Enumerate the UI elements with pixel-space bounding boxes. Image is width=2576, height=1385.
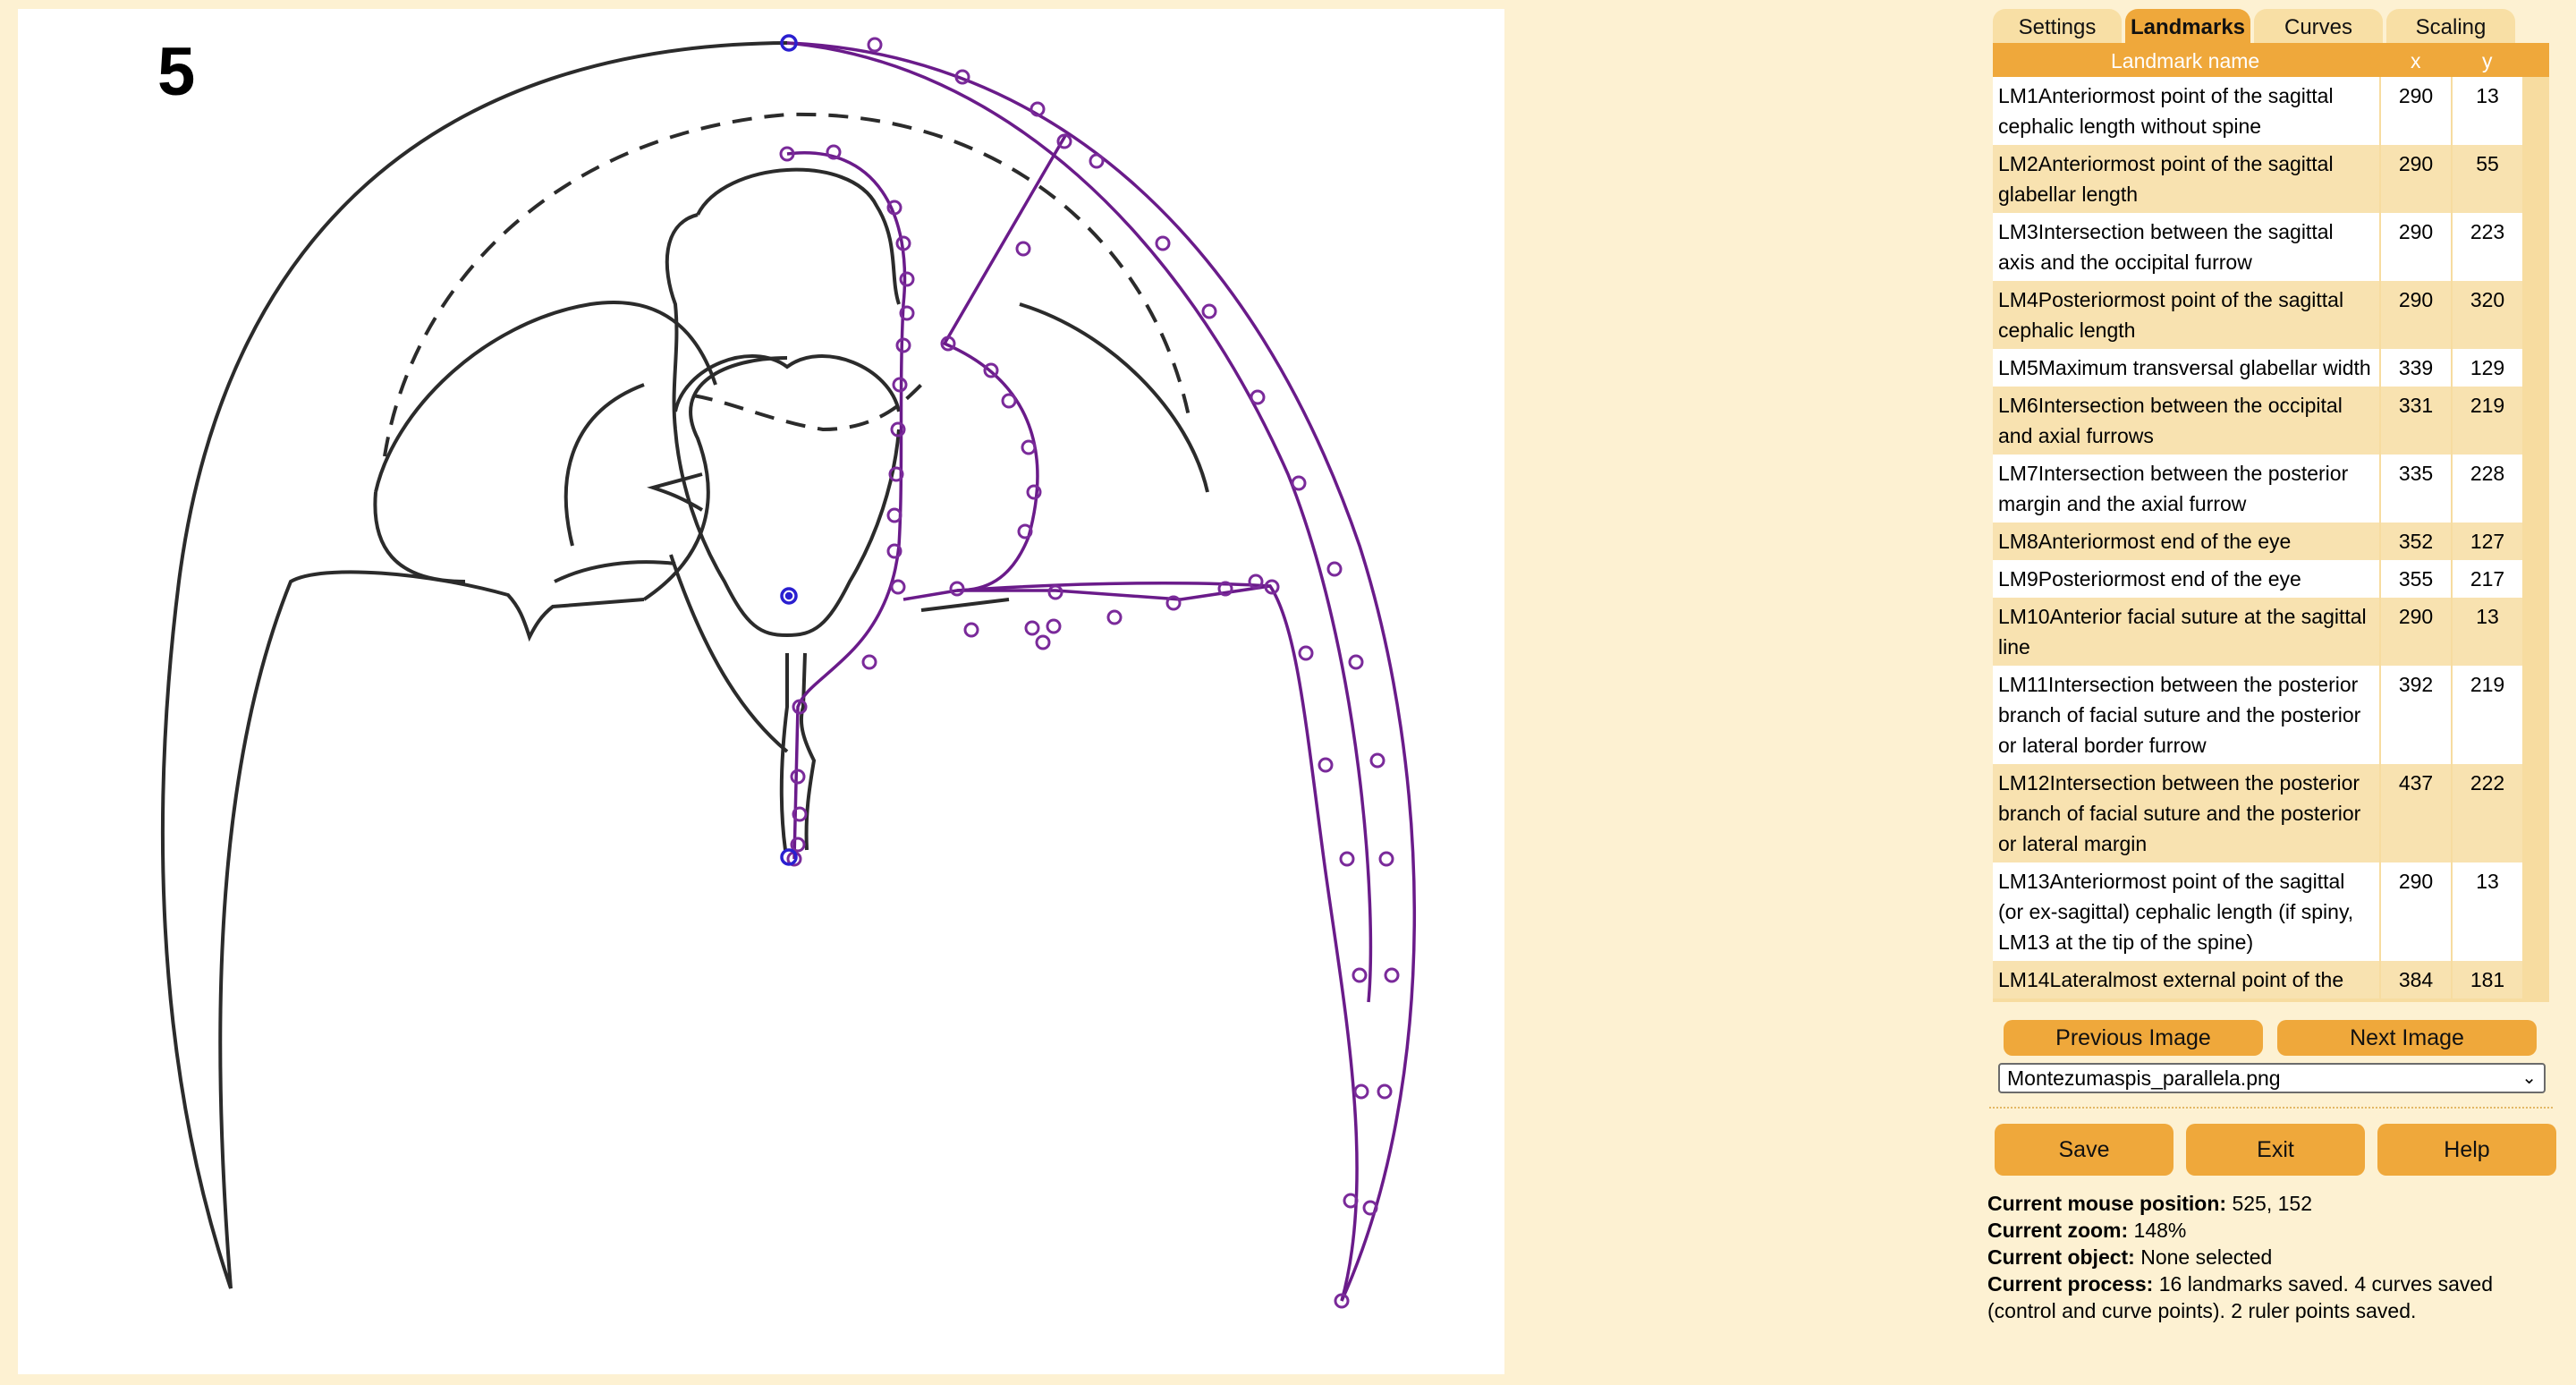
curve-posterior-border xyxy=(902,581,1271,601)
landmark-name-cell: LM6Intersection between the occipital an… xyxy=(1993,387,2379,455)
landmark-y-cell[interactable]: 219 xyxy=(2451,387,2522,455)
specimen-outline xyxy=(160,41,1209,1289)
table-scrollbar[interactable] xyxy=(2533,77,2549,1002)
table-row[interactable]: LM10Anterior facial suture at the sagitt… xyxy=(1993,598,2529,666)
image-canvas[interactable]: 5 xyxy=(18,9,1504,1374)
table-row[interactable]: LM11Intersection between the posterior b… xyxy=(1993,666,2529,764)
landmark-name-cell: LM3Intersection between the sagittal axi… xyxy=(1993,213,2379,281)
table-row[interactable]: LM8Anteriormost end of the eye 352 127 xyxy=(1993,523,2529,560)
object-line: Current object: None selected xyxy=(1987,1245,2273,1269)
landmark-name-cell: LM7Intersection between the posterior ma… xyxy=(1993,455,2379,523)
table-row[interactable]: LM4Posteriormost point of the sagittal c… xyxy=(1993,281,2529,349)
tab-settings[interactable]: Settings xyxy=(1993,9,2122,43)
landmark-name-cell: LM12Intersection between the posterior b… xyxy=(1993,764,2379,862)
mouse-position-line: Current mouse position: 525, 152 xyxy=(1987,1192,2312,1215)
landmark-x-cell[interactable]: 290 xyxy=(2379,213,2451,281)
save-button[interactable]: Save xyxy=(1995,1124,2174,1176)
tab-landmarks[interactable]: Landmarks xyxy=(2125,9,2250,43)
landmark-y-cell[interactable]: 13 xyxy=(2451,862,2522,961)
landmark-name-cell: LM14Lateralmost external point of the xyxy=(1993,961,2379,998)
trilobite-drawing[interactable]: 5 xyxy=(18,9,1504,1374)
landmark-y-cell[interactable]: 320 xyxy=(2451,281,2522,349)
landmark-x-cell[interactable]: 290 xyxy=(2379,281,2451,349)
curve-facial-suture xyxy=(942,133,1359,1302)
landmark-x-cell[interactable]: 331 xyxy=(2379,387,2451,455)
landmark-x-cell[interactable]: 437 xyxy=(2379,764,2451,862)
traced-curves xyxy=(786,41,1416,1302)
landmark-x-cell[interactable]: 290 xyxy=(2379,77,2451,145)
dashed-suture xyxy=(383,112,1191,457)
image-file-select[interactable]: Montezumaspis_parallela.png ⌄ xyxy=(1998,1063,2546,1093)
table-row[interactable]: LM9Posteriormost end of the eye 355 217 xyxy=(1993,560,2529,598)
landmark-x-cell[interactable]: 384 xyxy=(2379,961,2451,998)
tab-curves[interactable]: Curves xyxy=(2254,9,2383,43)
landmark-y-cell[interactable]: 217 xyxy=(2451,560,2522,598)
table-row[interactable]: LM14Lateralmost external point of the 384… xyxy=(1993,961,2529,998)
landmark-name-cell: LM9Posteriormost end of the eye xyxy=(1993,560,2379,598)
table-row[interactable]: LM2Anteriormost point of the sagittal gl… xyxy=(1993,145,2529,213)
table-row[interactable]: LM13Anteriormost point of the sagittal (… xyxy=(1993,862,2529,961)
landmark-points[interactable] xyxy=(780,34,798,866)
chevron-down-icon: ⌄ xyxy=(2521,1068,2537,1088)
landmark-name-cell: LM13Anteriormost point of the sagittal (… xyxy=(1993,862,2379,961)
tab-scaling[interactable]: Scaling xyxy=(2386,9,2515,43)
header-landmark-name: Landmark name xyxy=(2111,49,2260,72)
landmark-name-cell: LM4Posteriormost point of the sagittal c… xyxy=(1993,281,2379,349)
curve-points[interactable] xyxy=(779,37,1400,1309)
table-row[interactable]: LM6Intersection between the occipital an… xyxy=(1993,387,2529,455)
header-x: x xyxy=(2411,49,2421,72)
previous-image-button[interactable]: Previous Image xyxy=(2004,1020,2263,1056)
landmark-y-cell[interactable]: 219 xyxy=(2451,666,2522,764)
curve-inner-margin xyxy=(786,41,1373,1003)
exit-button[interactable]: Exit xyxy=(2186,1124,2365,1176)
landmark-y-cell[interactable]: 222 xyxy=(2451,764,2522,862)
side-panel: Settings Landmarks Curves Scaling Landma… xyxy=(1977,0,2576,1385)
landmark-name-cell: LM10Anterior facial suture at the sagitt… xyxy=(1993,598,2379,666)
status-info: Current mouse position: 525, 152 Current… xyxy=(1987,1190,2560,1324)
table-row[interactable]: LM3Intersection between the sagittal axi… xyxy=(1993,213,2529,281)
landmark-y-cell[interactable]: 181 xyxy=(2451,961,2522,998)
curve-outer-margin xyxy=(786,41,1416,1302)
table-row[interactable]: LM12Intersection between the posterior b… xyxy=(1993,764,2529,862)
table-row[interactable]: LM5Maximum transversal glabellar width 33… xyxy=(1993,349,2529,387)
header-y: y xyxy=(2482,49,2493,72)
landmark-name-cell: LM1Anteriormost point of the sagittal ce… xyxy=(1993,77,2379,145)
landmark-x-cell[interactable]: 335 xyxy=(2379,455,2451,523)
landmark-x-cell[interactable]: 339 xyxy=(2379,349,2451,387)
landmark-y-cell[interactable]: 228 xyxy=(2451,455,2522,523)
landmark-x-cell[interactable]: 355 xyxy=(2379,560,2451,598)
landmark-y-cell[interactable]: 223 xyxy=(2451,213,2522,281)
landmark-y-cell[interactable]: 13 xyxy=(2451,598,2522,666)
landmark-name-cell: LM5Maximum transversal glabellar width xyxy=(1993,349,2379,387)
landmark-x-cell[interactable]: 290 xyxy=(2379,598,2451,666)
landmark-table[interactable]: Landmark name x y LM1Anteriormost point … xyxy=(1993,43,2549,1002)
curve-glabella xyxy=(786,151,907,860)
zoom-line: Current zoom: 148% xyxy=(1987,1219,2187,1242)
table-body: LM1Anteriormost point of the sagittal ce… xyxy=(1993,77,2529,998)
landmark-name-cell: LM11Intersection between the posterior b… xyxy=(1993,666,2379,764)
landmark-x-cell[interactable]: 290 xyxy=(2379,862,2451,961)
landmark-name-cell: LM2Anteriormost point of the sagittal gl… xyxy=(1993,145,2379,213)
divider xyxy=(1989,1107,2553,1109)
next-image-button[interactable]: Next Image xyxy=(2277,1020,2537,1056)
table-row[interactable]: LM1Anteriormost point of the sagittal ce… xyxy=(1993,77,2529,145)
landmark-y-cell[interactable]: 13 xyxy=(2451,77,2522,145)
landmark-y-cell[interactable]: 55 xyxy=(2451,145,2522,213)
table-row[interactable]: LM7Intersection between the posterior ma… xyxy=(1993,455,2529,523)
help-button[interactable]: Help xyxy=(2377,1124,2556,1176)
table-header: Landmark name x y xyxy=(1993,43,2549,77)
landmark-x-cell[interactable]: 392 xyxy=(2379,666,2451,764)
landmark-x-cell[interactable]: 290 xyxy=(2379,145,2451,213)
process-line: Current process: 16 landmarks saved. 4 c… xyxy=(1987,1272,2494,1322)
landmark-name-cell: LM8Anteriormost end of the eye xyxy=(1993,523,2379,560)
landmark-y-cell[interactable]: 129 xyxy=(2451,349,2522,387)
landmark-y-cell[interactable]: 127 xyxy=(2451,523,2522,560)
figure-number: 5 xyxy=(157,34,195,110)
selected-file: Montezumaspis_parallela.png xyxy=(2007,1066,2281,1090)
landmark-x-cell[interactable]: 352 xyxy=(2379,523,2451,560)
